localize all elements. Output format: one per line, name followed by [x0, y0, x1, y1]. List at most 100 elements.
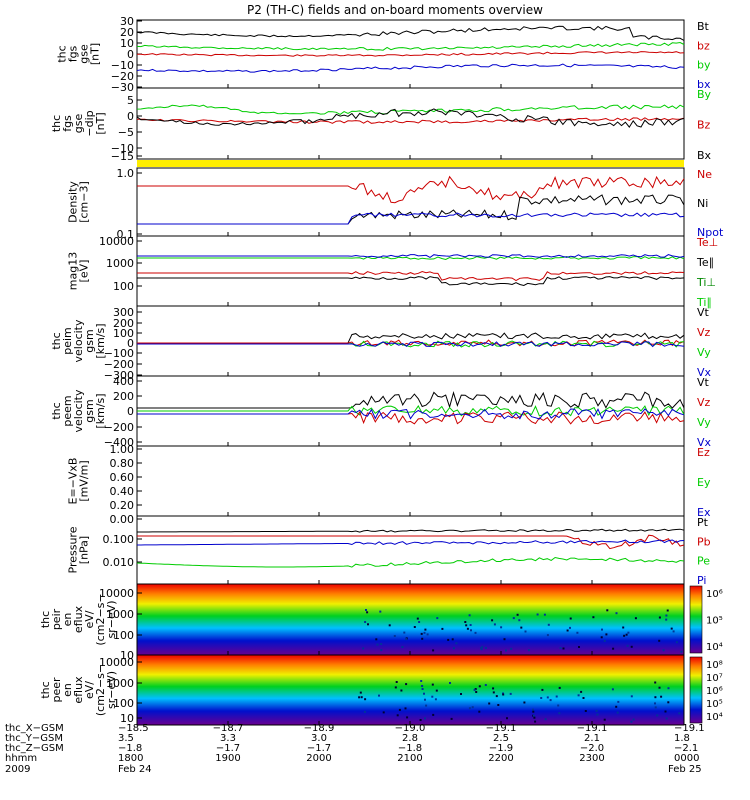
peer-speckle: [449, 682, 451, 684]
peem-legend-entry: Vx: [697, 436, 712, 449]
peer-speckle: [577, 694, 580, 697]
temp-te-par-line: [137, 276, 685, 287]
fgs-e-ylabel: −dip: [83, 110, 96, 136]
peer-speckle: [617, 700, 620, 703]
fgs-b-ylabel: fgs: [67, 45, 80, 62]
peir-speckle: [416, 617, 419, 620]
peir-speckle: [420, 632, 423, 635]
peir-speckle: [546, 634, 549, 637]
axis-value: −19.1: [674, 723, 705, 734]
peir-speckle: [606, 609, 609, 612]
fgs-b-legend-entry: bz: [697, 39, 710, 52]
peim-ytick-label: −100: [104, 347, 134, 360]
peir-ytick-label: 10000: [99, 587, 134, 600]
peer-speckle: [425, 704, 428, 707]
pressure-legend-entry: Pb: [697, 535, 711, 548]
peir-speckle: [543, 613, 546, 616]
peir-colorbar-label: 10⁴: [706, 642, 723, 653]
peer-speckle: [495, 695, 498, 698]
peir-speckle: [474, 631, 477, 634]
peir-speckle: [468, 614, 471, 617]
fgs-e-by-line: [136, 104, 685, 115]
pressure-ylabel: Pressure: [67, 526, 80, 573]
temp-te-perp-line: [137, 254, 685, 258]
peir-speckle: [569, 626, 571, 629]
density-frame: [136, 167, 685, 237]
peem-ytick-label: 400: [113, 375, 134, 388]
peer-speckle: [658, 686, 661, 689]
peer-speckle: [558, 712, 561, 715]
fgs-b-bx-line: [136, 63, 685, 73]
fgs-b-bz-line: [136, 51, 685, 57]
peer-speckle: [484, 684, 487, 686]
peir-ytick-label: 100: [113, 629, 134, 642]
peer-speckle: [474, 688, 477, 690]
peer-speckle: [584, 710, 587, 712]
peir-speckle: [666, 609, 669, 612]
pressure-ytick-label: 0.010: [103, 556, 135, 569]
peer-speckle: [363, 710, 366, 713]
peer-ylabel: eflux: [72, 676, 85, 704]
peir-speckle: [421, 637, 424, 640]
peer-speckle: [544, 718, 547, 721]
temp-ylabel: [eV]: [78, 260, 91, 283]
peir-speckle: [569, 617, 572, 620]
peir-speckle: [576, 631, 579, 634]
temp-ytick-label: 100: [113, 280, 134, 293]
peir-speckle: [516, 613, 519, 616]
peer-speckle: [434, 698, 437, 701]
peer-speckle: [667, 701, 670, 704]
fgs-b-ylabel: [nT]: [89, 43, 102, 65]
peir-speckle: [403, 631, 406, 634]
efield-ytick-label: 0.20: [110, 499, 135, 512]
peer-ylabel: eV/: [83, 681, 96, 699]
fgs-e-ytick-label: 0: [127, 110, 134, 123]
axis-value: −18.9: [304, 723, 335, 734]
density-legend-entry: Ni: [697, 197, 708, 210]
peir-speckle: [672, 630, 675, 633]
pressure-pi-line: [137, 539, 685, 546]
peir-speckle: [423, 631, 426, 634]
fgs-e-ytick-label: −10: [111, 142, 134, 155]
peim-ylabel: [km/s]: [94, 323, 107, 358]
peer-ytick-label: 100: [113, 697, 134, 710]
fgs-b-bt-line: [136, 25, 685, 41]
density-ylabel: Density: [67, 181, 80, 223]
fgs-e-legend-entry: Bx: [697, 149, 712, 162]
peem-vt-line: [137, 391, 685, 409]
peer-speckle: [421, 685, 424, 687]
axis-value: 2.1: [584, 733, 600, 744]
peir-speckle: [520, 626, 523, 629]
peir-speckle: [503, 638, 506, 641]
axis-date-start: Feb 24: [118, 764, 152, 775]
fgs-e-ytick-label: 5: [127, 94, 134, 107]
pressure-pe-line: [136, 556, 685, 568]
peem-ytick-label: −400: [104, 436, 134, 449]
peem-ylabel: gsm: [83, 399, 96, 422]
peir-speckle: [480, 647, 483, 649]
pressure-pb-line: [137, 534, 685, 550]
fgs-b-legend-entry: bx: [697, 78, 711, 91]
peir-speckle: [512, 617, 515, 620]
peer-ytick-label: 10000: [99, 656, 134, 669]
peim-ytick-label: −200: [104, 358, 134, 371]
density-ne-line: [137, 175, 685, 204]
efield-ytick-label: 0.60: [110, 471, 135, 484]
peir-speckle: [380, 643, 383, 645]
axis-value: −1.7: [307, 743, 331, 754]
peer-speckle: [358, 696, 361, 699]
peir-ylabel: sr−eV): [105, 600, 118, 638]
peer-speckle: [595, 709, 598, 712]
peer-colorbar-label: 10⁶: [706, 686, 723, 697]
fgs-e-legend-entry: Bz: [697, 119, 711, 132]
fgs-b-ytick-label: −10: [111, 59, 134, 72]
peer-colorbar-label: 10⁸: [706, 660, 723, 671]
peir-speckle: [364, 621, 367, 623]
axis-value: −19.1: [486, 723, 517, 734]
temp-ti-perp-line: [137, 270, 685, 282]
fgs-e-ylabel: thc: [50, 115, 63, 132]
temp-ti-par-line: [137, 255, 685, 261]
axis-value: 3.5: [118, 733, 134, 744]
peim-ytick-label: 0: [127, 337, 134, 350]
